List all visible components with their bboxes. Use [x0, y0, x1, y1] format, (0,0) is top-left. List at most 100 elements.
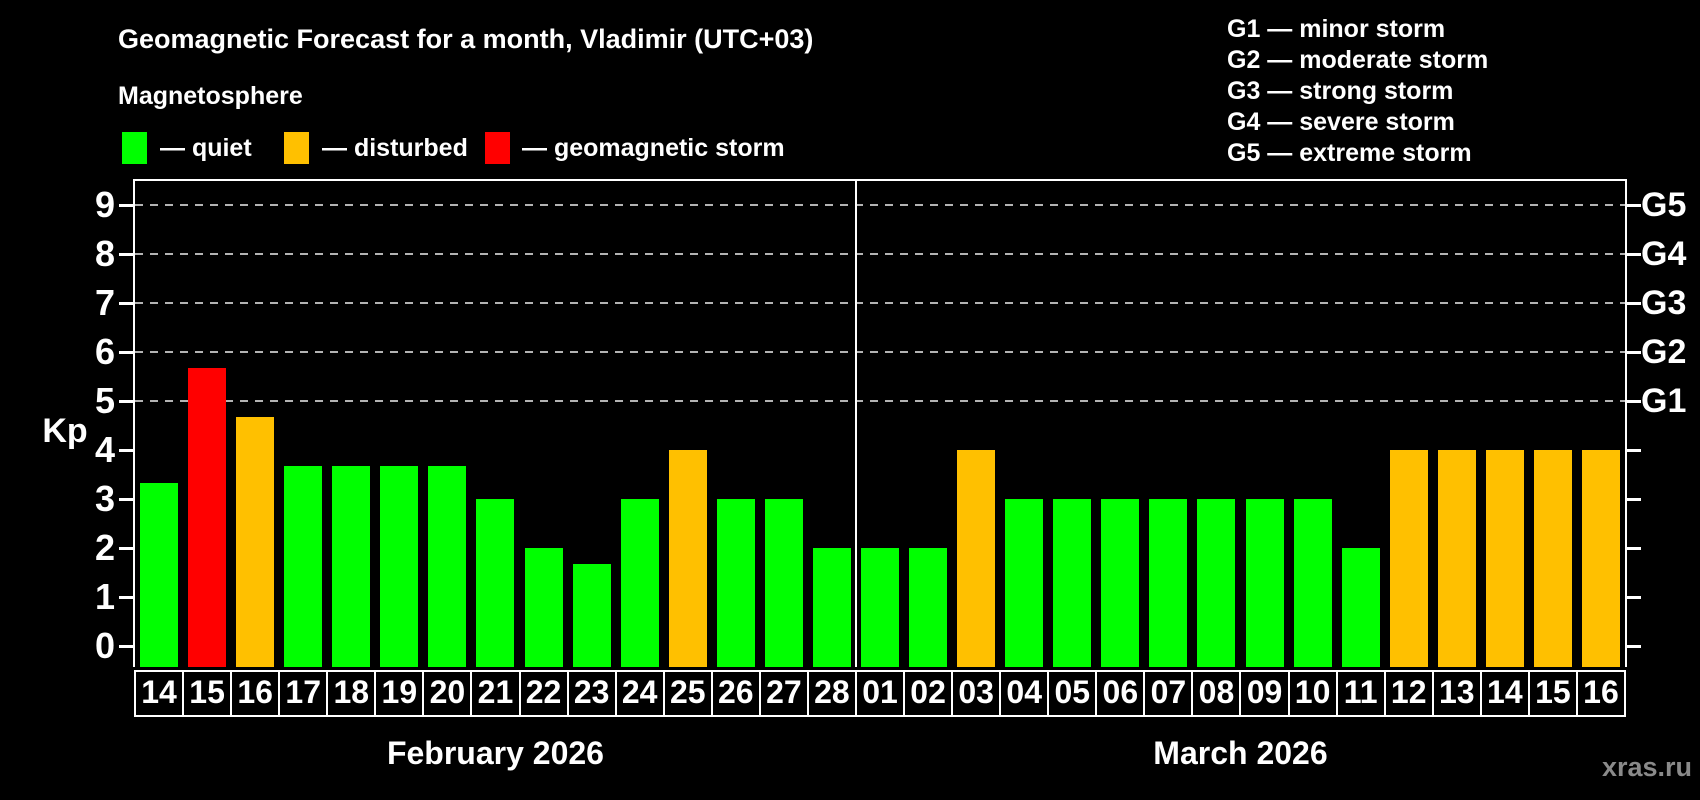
y-axis-title: Kp — [42, 412, 88, 450]
kp-bar — [1293, 499, 1332, 667]
kp-bar — [1005, 499, 1044, 667]
kp-bar — [812, 548, 851, 667]
gridline-kp9 — [135, 204, 1625, 206]
day-label-cell: 22 — [518, 670, 569, 717]
y-tick-right — [1627, 400, 1641, 403]
kp-bar — [524, 548, 563, 667]
day-label-cell: 08 — [1191, 670, 1242, 717]
day-label-cell: 12 — [1383, 670, 1434, 717]
y-tick-left — [119, 449, 133, 452]
g5-legend-line: G5 — extreme storm — [1227, 139, 1472, 167]
day-label-cell: 24 — [614, 670, 665, 717]
g-level-label-g2: G2 — [1641, 333, 1687, 371]
kp-bar — [1341, 548, 1380, 667]
day-label-cell: 14 — [1479, 670, 1530, 717]
kp-bar — [1149, 499, 1188, 667]
day-label-cell: 04 — [999, 670, 1050, 717]
kp-bar — [1245, 499, 1284, 667]
kp-bar — [1101, 499, 1140, 667]
day-label-cell: 13 — [1431, 670, 1482, 717]
kp-bar — [1197, 499, 1236, 667]
y-tick-left — [119, 302, 133, 305]
y-tick-left — [119, 204, 133, 207]
y-tick-label: 8 — [94, 233, 115, 274]
kp-bar — [284, 466, 323, 667]
y-tick-left — [119, 498, 133, 501]
day-label-cell: 17 — [278, 670, 329, 717]
day-label-cell: 03 — [951, 670, 1002, 717]
kp-bar — [140, 482, 179, 667]
day-label-cell: 01 — [854, 670, 906, 717]
y-tick-left — [119, 400, 133, 403]
g4-legend-line: G4 — severe storm — [1227, 108, 1455, 136]
g-scale-legend: G1 — minor storm G2 — moderate storm G3 … — [1227, 14, 1488, 169]
g-level-label-g3: G3 — [1641, 284, 1687, 322]
disturbed-swatch-icon — [284, 132, 309, 164]
day-label-cell: 18 — [326, 670, 377, 717]
y-tick-right — [1627, 449, 1641, 452]
y-tick-left — [119, 351, 133, 354]
kp-bar — [716, 499, 755, 667]
day-label-cell: 20 — [422, 670, 473, 717]
kp-bar — [909, 548, 948, 667]
gridline-kp8 — [135, 253, 1625, 255]
quiet-label: — quiet — [160, 134, 252, 162]
day-label-cell: 10 — [1287, 670, 1338, 717]
y-tick-label: 0 — [94, 625, 115, 666]
plot-area — [133, 179, 1627, 667]
page-title: Geomagnetic Forecast for a month, Vladim… — [118, 24, 814, 54]
storm-swatch-icon — [485, 132, 510, 164]
y-tick-left — [119, 596, 133, 599]
kp-bar — [861, 548, 899, 667]
month-label: February 2026 — [386, 735, 604, 771]
y-tick-right — [1627, 498, 1641, 501]
magnetosphere-label: Magnetosphere — [118, 82, 303, 110]
kp-bar — [1533, 450, 1572, 667]
y-tick-right — [1627, 253, 1641, 256]
y-tick-left — [119, 645, 133, 648]
y-tick-label: 6 — [94, 331, 115, 372]
day-label-cell: 09 — [1239, 670, 1290, 717]
day-label-cell: 16 — [230, 670, 281, 717]
kp-bar — [1437, 450, 1476, 667]
day-label-cell: 14 — [134, 670, 185, 717]
kp-bar — [668, 450, 707, 667]
day-label-cell: 02 — [903, 670, 954, 717]
y-tick-right — [1627, 645, 1641, 648]
day-label-cell: 07 — [1143, 670, 1194, 717]
kp-bar — [1581, 450, 1620, 667]
month-label: March 2026 — [1153, 735, 1328, 771]
y-tick-label: 1 — [94, 576, 115, 617]
day-label-cell: 25 — [662, 670, 713, 717]
y-tick-right — [1627, 547, 1641, 550]
day-label-cell: 23 — [566, 670, 617, 717]
kp-bar — [1053, 499, 1092, 667]
day-label-cell: 16 — [1575, 670, 1626, 717]
day-label-cell: 06 — [1095, 670, 1146, 717]
gridline-kp5 — [135, 400, 1625, 402]
kp-bar — [188, 368, 227, 667]
day-label-cell: 27 — [758, 670, 809, 717]
gridline-kp6 — [135, 351, 1625, 353]
kp-bar — [476, 499, 515, 667]
y-tick-label: 2 — [94, 527, 115, 568]
day-label-cell: 28 — [806, 670, 857, 717]
gridline-kp7 — [135, 302, 1625, 304]
day-label-cell: 19 — [374, 670, 425, 717]
day-label-cell: 15 — [1527, 670, 1578, 717]
y-tick-label: 3 — [94, 478, 115, 519]
storm-label: — geomagnetic storm — [522, 134, 785, 162]
g2-legend-line: G2 — moderate storm — [1227, 46, 1489, 74]
y-tick-label: 9 — [94, 184, 115, 225]
y-tick-label: 5 — [94, 380, 115, 421]
kp-bar — [1389, 450, 1428, 667]
disturbed-label: — disturbed — [322, 134, 468, 162]
kp-bar — [572, 564, 611, 667]
y-tick-left — [119, 253, 133, 256]
month-separator — [854, 181, 857, 667]
day-label-cell: 11 — [1335, 670, 1386, 717]
day-label-cell: 26 — [710, 670, 761, 717]
g-level-label-g1: G1 — [1641, 382, 1687, 420]
kp-bar — [957, 450, 996, 667]
kp-bar — [764, 499, 803, 667]
